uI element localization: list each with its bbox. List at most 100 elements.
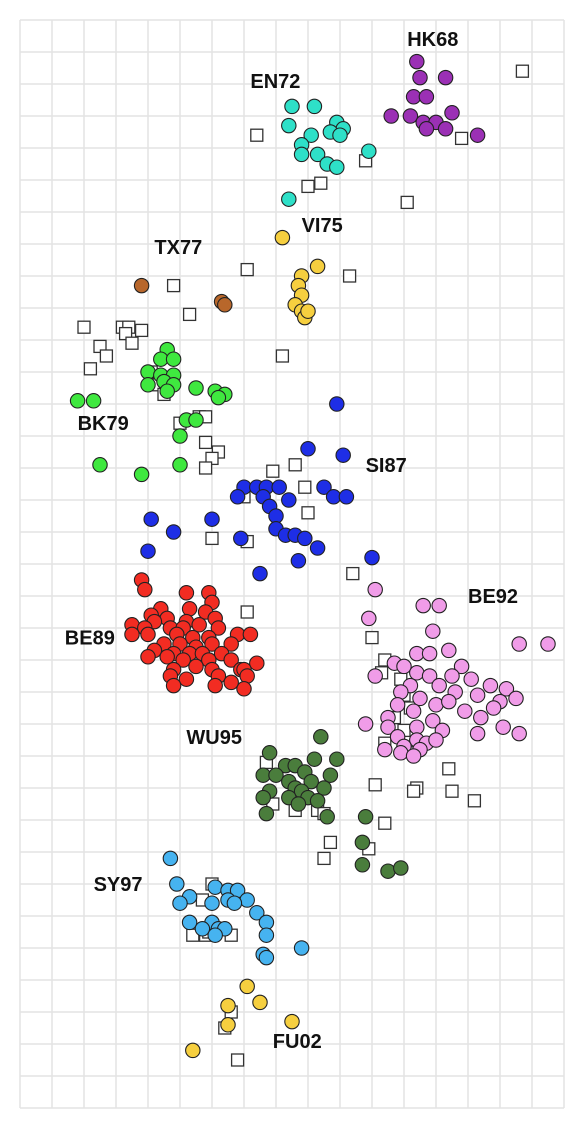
- antigen-point-be92: [428, 697, 444, 713]
- antigen-point-be92: [380, 719, 396, 735]
- cluster-label-tx77: TX77: [154, 237, 202, 259]
- antigen-point-hk68: [469, 127, 486, 143]
- antigen-point-be92: [415, 597, 431, 614]
- cluster-label-hk68: HK68: [407, 29, 458, 51]
- serum-point: [99, 349, 114, 363]
- antigen-point-en72: [281, 191, 297, 207]
- antigen-point-be89: [165, 677, 182, 694]
- cluster-label-wu95: WU95: [186, 727, 242, 749]
- antigen-point-be92: [469, 687, 486, 703]
- antigen-point-be92: [367, 668, 383, 684]
- data-points: [69, 53, 556, 1067]
- antigen-point-be89: [242, 626, 259, 643]
- antigen-point-be92: [409, 645, 425, 662]
- antigen-point-si87: [204, 511, 220, 527]
- antigen-point-hk68: [383, 108, 399, 124]
- cluster-label-fu02: FU02: [273, 1031, 322, 1053]
- antigen-point-fu02: [284, 1013, 300, 1030]
- antigen-point-be89: [124, 626, 140, 643]
- antigen-point-be92: [377, 741, 393, 758]
- antigen-point-bk79: [85, 393, 102, 409]
- antigen-point-be92: [405, 703, 422, 719]
- cluster-label-si87: SI87: [366, 455, 407, 477]
- cluster-label-en72: EN72: [250, 71, 300, 93]
- serum-point: [346, 566, 360, 581]
- antigen-point-wu95: [322, 767, 339, 783]
- grid: [19, 19, 565, 1109]
- antigen-point-si87: [300, 441, 316, 457]
- antigen-point-si87: [338, 489, 355, 505]
- antigen-point-wu95: [255, 789, 271, 806]
- antigen-point-si87: [316, 479, 332, 495]
- antigen-point-wu95: [329, 751, 345, 767]
- antigen-point-fu02: [220, 1017, 236, 1033]
- antigen-point-bk79: [133, 466, 150, 483]
- antigen-point-be89: [178, 671, 195, 687]
- antigen-point-be89: [207, 677, 223, 694]
- serum-point: [230, 1053, 245, 1067]
- serum-point: [240, 605, 254, 619]
- antigen-point-si87: [309, 540, 326, 556]
- antigen-point-fu02: [252, 994, 268, 1011]
- antigen-point-sy97: [249, 905, 265, 921]
- antigen-point-bk79: [153, 351, 169, 367]
- antigen-point-si87: [165, 524, 182, 540]
- antigen-point-si87: [233, 530, 249, 547]
- antigen-point-en72: [281, 117, 297, 134]
- antigen-point-be89: [181, 601, 198, 617]
- antigen-point-wu95: [290, 796, 307, 812]
- antigen-point-en72: [306, 98, 323, 115]
- antigen-point-wu95: [306, 751, 323, 767]
- antigen-point-si87: [329, 396, 345, 412]
- serum-point: [198, 461, 213, 475]
- serum-point: [467, 794, 482, 808]
- serum-point: [288, 458, 302, 472]
- antigen-point-hk68: [437, 121, 454, 137]
- antigen-point-hk68: [418, 89, 435, 105]
- antigen-point-si87: [268, 508, 284, 524]
- antigen-point-sy97: [204, 895, 220, 911]
- antigen-point-be92: [393, 745, 409, 761]
- antigen-point-vi75: [300, 303, 316, 319]
- cluster-label-sy97: SY97: [94, 874, 143, 896]
- antigen-point-be92: [511, 725, 527, 742]
- antigen-point-bk79: [69, 393, 86, 409]
- serum-point: [166, 278, 181, 293]
- antigen-point-fu02: [220, 997, 236, 1014]
- antigen-point-sy97: [239, 892, 255, 908]
- antigen-point-sy97: [258, 949, 275, 966]
- serum-point: [205, 531, 219, 546]
- antigen-point-be89: [210, 620, 227, 636]
- cluster-labels: HK68 EN72 VI75 TX77 BK79 SI87 BE92 BE89 WU95 SY97…: [65, 29, 518, 1053]
- antigen-point-wu95: [261, 745, 278, 761]
- antigen-point-be92: [428, 732, 444, 748]
- antigen-point-bk79: [140, 377, 156, 393]
- antigen-point-fu02: [239, 978, 255, 995]
- antigen-point-si87: [281, 492, 297, 508]
- antigen-point-be89: [239, 668, 255, 684]
- antigen-point-be92: [361, 610, 377, 627]
- serum-point: [365, 630, 379, 645]
- antigen-point-be92: [405, 748, 422, 764]
- antigen-point-be92: [457, 703, 473, 719]
- antigen-point-wu95: [313, 729, 329, 745]
- antigen-point-bk79: [92, 457, 108, 473]
- antigen-point-wu95: [268, 767, 284, 783]
- antigen-point-be92: [473, 709, 489, 726]
- antigen-point-sy97: [207, 927, 223, 943]
- antigen-point-be92: [485, 700, 502, 716]
- antigen-point-si87: [364, 549, 380, 566]
- serum-point: [266, 464, 280, 478]
- serum-point: [454, 131, 469, 146]
- antigen-point-be92: [431, 677, 447, 694]
- antigen-point-be92: [444, 668, 460, 684]
- antigen-point-be89: [249, 655, 265, 671]
- antigen-point-hk68: [409, 53, 425, 70]
- serum-point: [250, 128, 264, 142]
- antigen-point-be92: [441, 642, 457, 659]
- serum-point: [134, 323, 149, 338]
- antigen-point-hk68: [405, 89, 422, 105]
- antigen-point-be92: [393, 684, 409, 700]
- antigen-point-bk79: [172, 428, 188, 444]
